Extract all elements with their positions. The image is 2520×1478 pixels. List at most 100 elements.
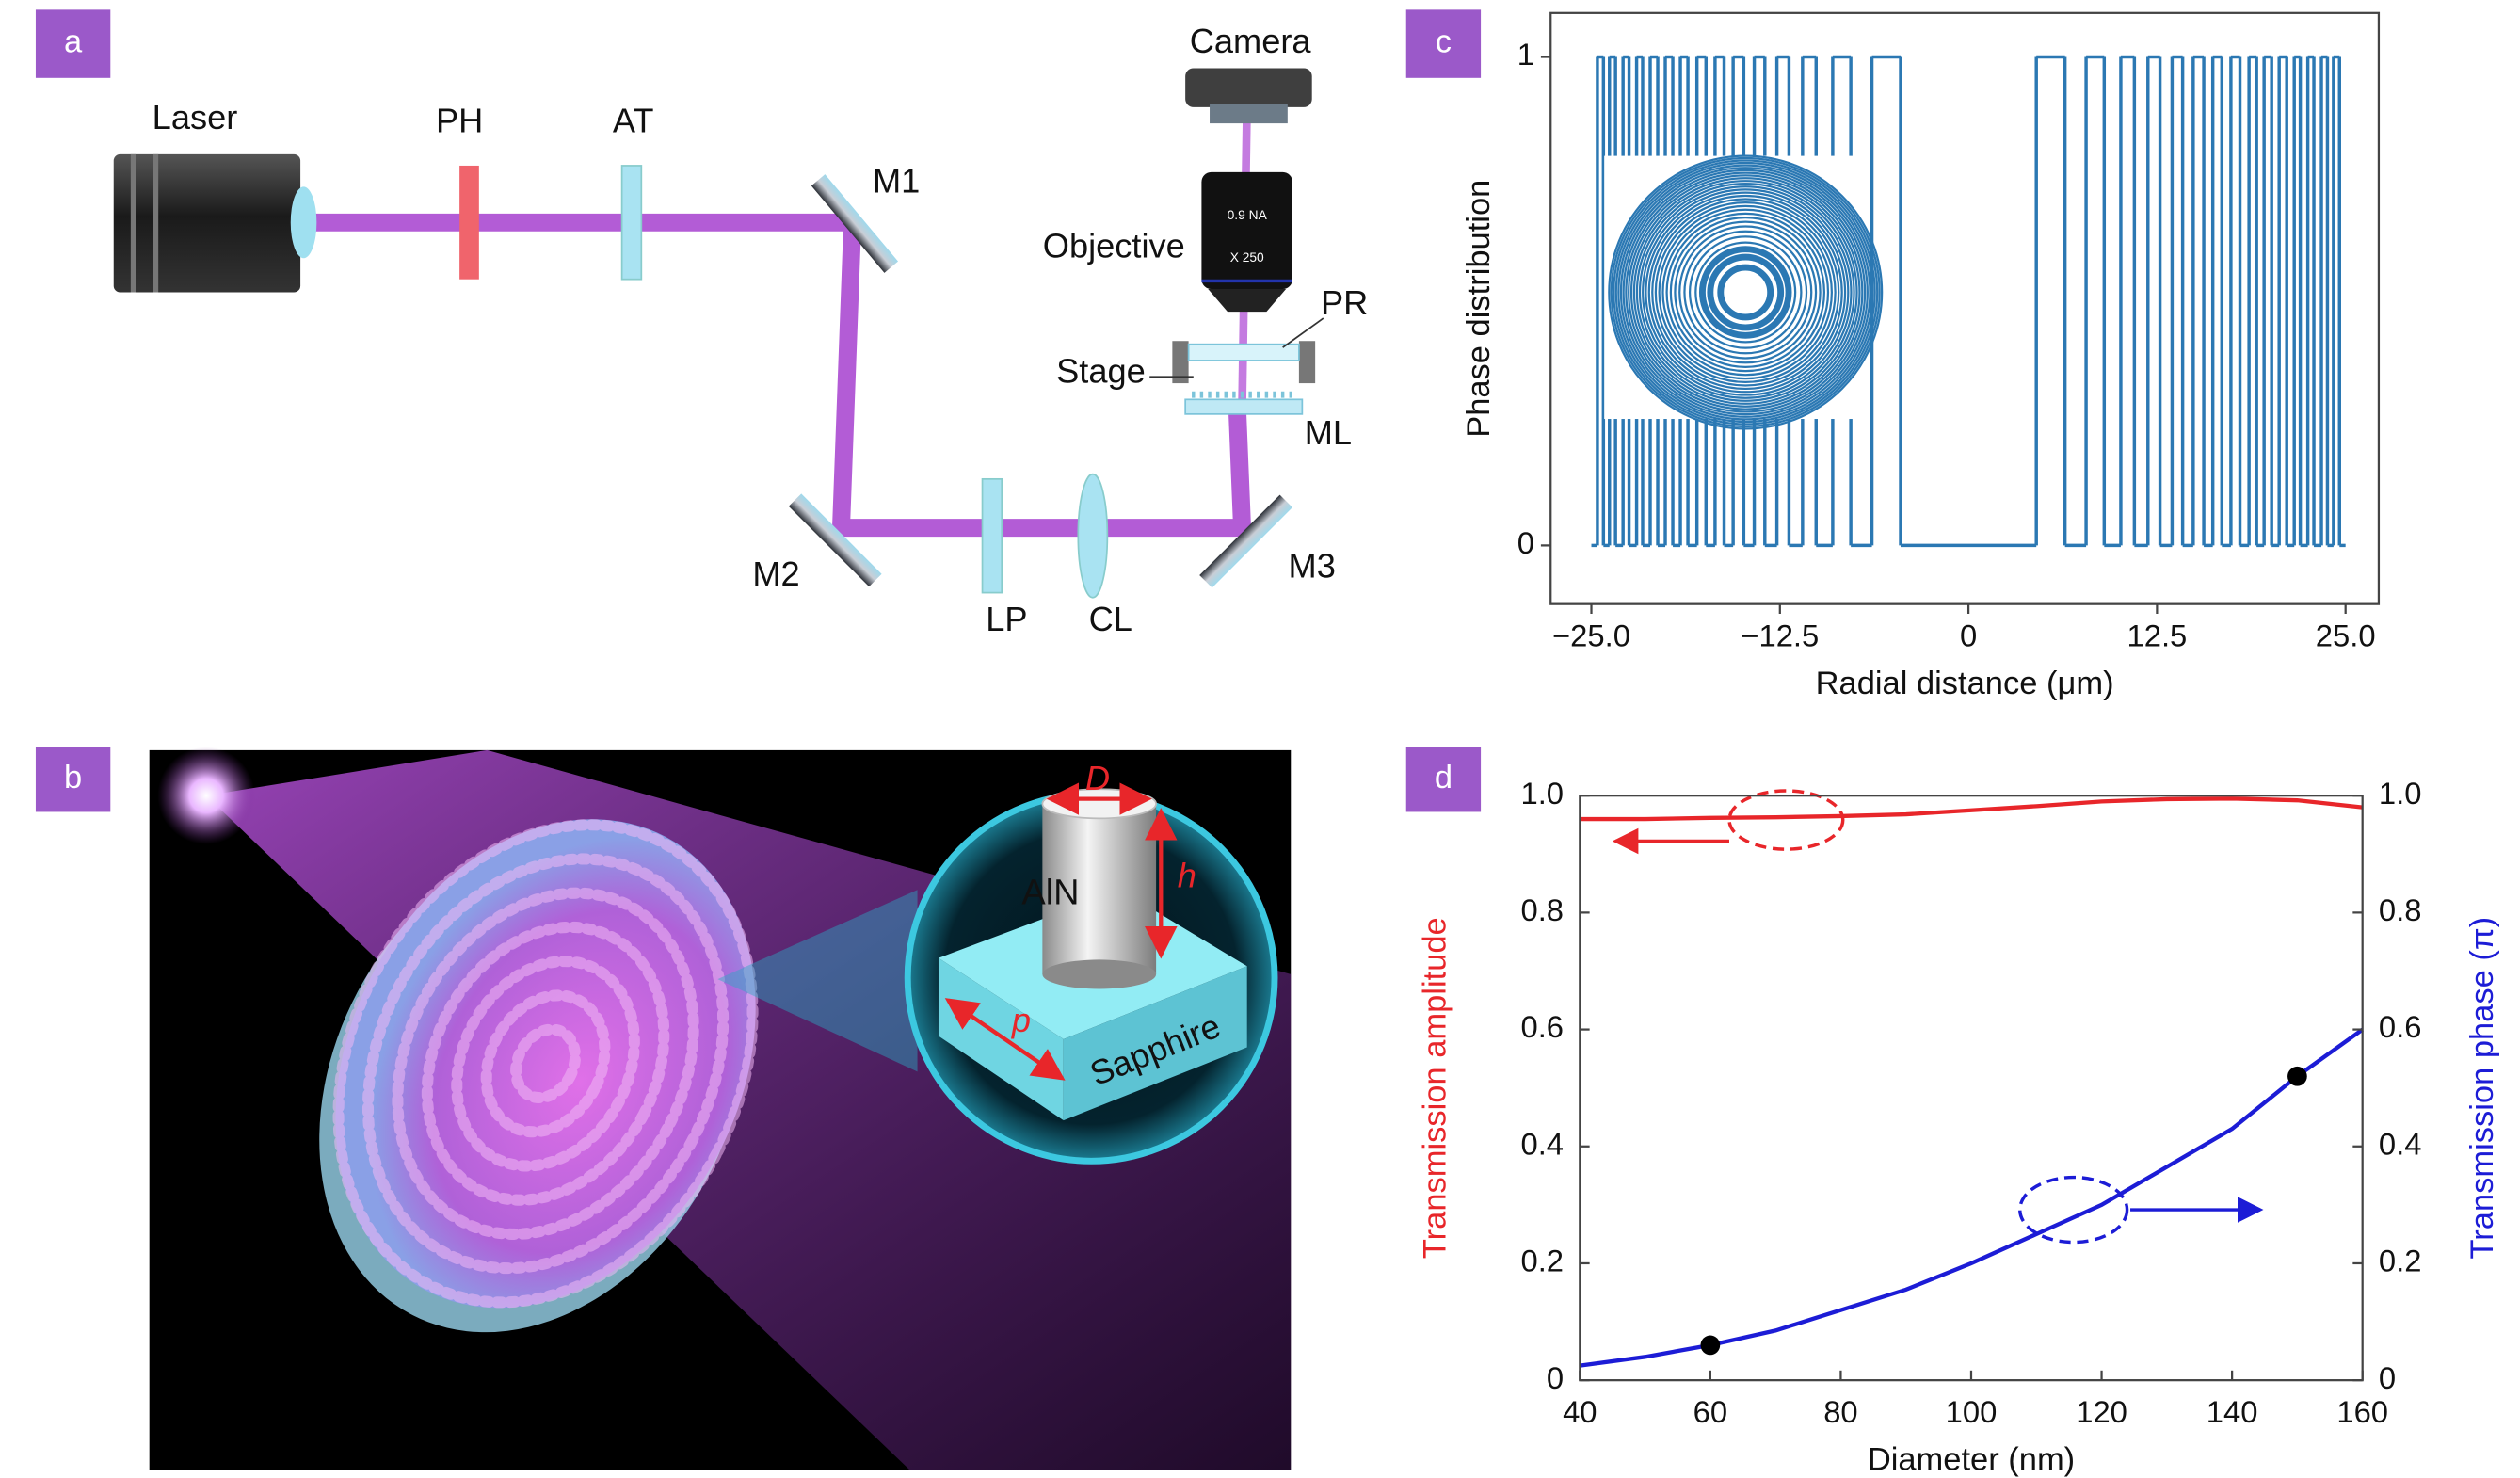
laser-beam — [300, 213, 1252, 538]
x-tick-label: −25.0 — [1552, 619, 1630, 653]
inset-ring — [1698, 246, 1792, 339]
zoom-cone — [717, 890, 918, 1072]
inset-ring — [1642, 188, 1850, 396]
label: Laser — [152, 98, 238, 137]
x-tick-label: 12.5 — [2127, 619, 2188, 653]
inset-ring — [1669, 217, 1822, 368]
plot-frame — [1579, 795, 2364, 1382]
lens-disk — [335, 819, 756, 1309]
x-axis-label: Diameter (nm) — [1868, 1442, 2075, 1478]
metalens-illustration: AlN Sapphire D h p — [149, 747, 1292, 1470]
inset-ring — [1661, 208, 1830, 377]
pillar-label: AlN — [1021, 873, 1079, 912]
y-tick-label: 0 — [1547, 1360, 1564, 1395]
polarizer — [981, 477, 1003, 594]
stage-holder — [1298, 341, 1316, 384]
optical-setup: 0.9 NA X 250 Laser PH AT M1 Camera Objec… — [113, 22, 1368, 638]
x-tick-label: 120 — [2076, 1394, 2127, 1429]
metalens — [1184, 398, 1304, 415]
x-tick-label: 40 — [1563, 1394, 1597, 1429]
x-tick-label: 140 — [2207, 1394, 2258, 1429]
label: M2 — [752, 554, 799, 593]
dimension-label: p — [1011, 1001, 1031, 1039]
objective — [1201, 171, 1292, 290]
label: PR — [1321, 283, 1368, 322]
label: M1 — [873, 161, 920, 200]
label: LP — [986, 600, 1027, 638]
label: AT — [613, 102, 654, 140]
mirror — [1199, 494, 1292, 588]
objective-text: 0.9 NA — [1228, 208, 1268, 222]
mirror — [788, 493, 882, 587]
y-tick-label: 1.0 — [1520, 776, 1564, 811]
annotation-ellipse — [1727, 789, 1845, 851]
dimension-label: D — [1085, 759, 1110, 797]
y2-tick-label: 0.8 — [2379, 892, 2422, 927]
inset-ring — [1645, 191, 1847, 394]
pillar-ring — [510, 1023, 582, 1104]
panel-label: b — [64, 760, 82, 795]
mirror — [811, 174, 899, 273]
inset-ring — [1625, 171, 1867, 413]
highlight-point — [1700, 1335, 1721, 1356]
pillar-ring — [480, 989, 611, 1138]
inset-ring — [1628, 174, 1864, 410]
x-tick-label: 0 — [1960, 619, 1977, 653]
inset-ring — [1638, 185, 1853, 399]
attenuator — [620, 165, 643, 281]
inset-ring — [1610, 156, 1881, 428]
panel-label-d: d — [1405, 747, 1482, 812]
annotation-ellipse — [2018, 1175, 2129, 1245]
inset-ring — [1651, 198, 1840, 387]
panel-label-c: c — [1405, 9, 1482, 78]
dimension-label: h — [1178, 857, 1196, 895]
stage-holder — [1172, 341, 1189, 384]
camera — [1185, 68, 1312, 107]
camera — [1210, 104, 1288, 124]
y-axis-label: Phase distribution — [1461, 180, 1497, 438]
panel-label: d — [1435, 760, 1453, 795]
substrate-side — [1063, 966, 1247, 1121]
x-tick-label: 60 — [1693, 1394, 1727, 1429]
y2-tick-label: 0.6 — [2379, 1009, 2422, 1044]
y-tick-label: 0.8 — [1520, 892, 1564, 927]
nanopillar-rings — [332, 819, 759, 1309]
dimension-arrow — [944, 998, 1066, 1081]
pillar-ring — [421, 921, 670, 1206]
pinhole — [459, 165, 479, 280]
inset-ring — [1622, 169, 1869, 416]
annotations — [1612, 789, 2264, 1245]
x-axis-label: Radial distance (μm) — [1816, 666, 2114, 701]
laser-aperture — [290, 186, 317, 259]
inset-ring — [1613, 159, 1879, 426]
inset-ring — [1647, 194, 1843, 391]
panel-label-a: a — [35, 9, 111, 78]
y-tick-label: 0.6 — [1520, 1009, 1564, 1044]
inset-ring — [1617, 164, 1874, 421]
pillar-ring — [332, 819, 759, 1309]
objective-tip — [1208, 289, 1287, 313]
y-tick-label: 0 — [1517, 525, 1534, 560]
inset-ring — [1632, 180, 1858, 405]
label: Stage — [1056, 351, 1146, 390]
inset-ring — [1614, 161, 1876, 424]
pillar-ring — [361, 853, 730, 1275]
y-axis-label: Transmission amplitude — [1418, 917, 1453, 1259]
series-line — [1580, 1027, 2364, 1368]
label: Camera — [1190, 22, 1312, 60]
inset-ring — [1658, 204, 1833, 380]
pillar-base — [1042, 959, 1157, 989]
x-tick-label: 160 — [2336, 1394, 2388, 1429]
x-tick-label: 25.0 — [2316, 619, 2376, 653]
plot-frame — [1549, 11, 2381, 605]
y2-tick-label: 0.4 — [2379, 1126, 2422, 1161]
series-line — [1580, 796, 2363, 822]
y2-tick-label: 1.0 — [2379, 776, 2422, 811]
inset-ring — [1635, 183, 1855, 402]
inset-ring — [1674, 220, 1818, 364]
light-source — [157, 747, 255, 844]
pillar-ring — [392, 887, 699, 1240]
inset-ring — [1707, 253, 1785, 331]
